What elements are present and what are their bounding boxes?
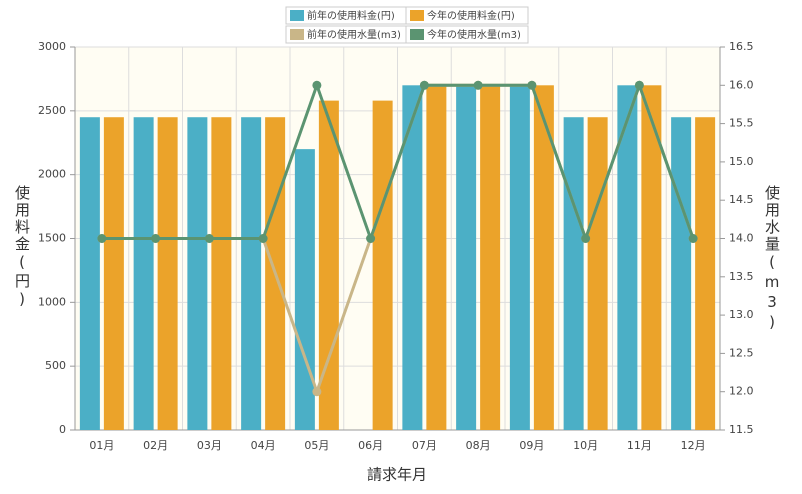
bar <box>587 117 608 430</box>
legend-swatch <box>290 10 304 21</box>
point <box>527 80 537 90</box>
x-tick-label: 01月 <box>89 439 114 452</box>
y2-tick-label: 14.0 <box>729 232 754 245</box>
bar <box>103 117 124 430</box>
legend-box <box>405 6 529 25</box>
y-tick-label: 1500 <box>38 232 66 245</box>
bar <box>617 85 638 431</box>
bar <box>671 117 692 430</box>
y2-tick-label: 14.5 <box>729 193 754 206</box>
point <box>419 80 429 90</box>
y2-tick-label: 12.0 <box>729 385 754 398</box>
bar <box>402 85 423 431</box>
bar <box>641 85 662 431</box>
legend-label: 前年の使用水量(m3) <box>307 28 401 41</box>
bar <box>509 85 530 431</box>
point <box>634 80 644 90</box>
x-tick-label: 04月 <box>251 439 276 452</box>
y-tick-label: 3000 <box>38 40 66 53</box>
y2-tick-label: 16.0 <box>729 78 754 91</box>
y-tick-label: 500 <box>45 359 66 372</box>
x-tick-label: 03月 <box>197 439 222 452</box>
x-tick-label: 12月 <box>681 439 706 452</box>
bar <box>695 117 716 430</box>
legend-swatch <box>410 10 424 21</box>
y2-tick-label: 11.5 <box>729 423 754 436</box>
x-tick-label: 11月 <box>627 439 652 452</box>
y2-tick-label: 12.5 <box>729 346 754 359</box>
bar <box>157 117 178 430</box>
bar <box>426 85 447 431</box>
y-tick-label: 1000 <box>38 295 66 308</box>
bar <box>79 117 100 430</box>
y2-tick-label: 13.5 <box>729 270 754 283</box>
x-tick-label: 02月 <box>143 439 168 452</box>
bar <box>372 100 393 431</box>
point <box>473 80 483 90</box>
point <box>204 234 214 243</box>
bar <box>563 117 584 430</box>
x-tick-label: 07月 <box>412 439 437 452</box>
line <box>101 80 695 244</box>
legend-swatch <box>290 29 304 40</box>
y2-axis-title: 使用水量(m3) <box>763 185 781 333</box>
y-tick-label: 2000 <box>38 168 66 181</box>
legend-label: 今年の使用水量(m3) <box>427 28 521 41</box>
x-tick-label: 08月 <box>466 439 491 452</box>
x-axis-title: 請求年月 <box>367 466 427 484</box>
y-tick-label: 2500 <box>38 104 66 117</box>
bar <box>211 117 232 430</box>
bar <box>480 85 501 431</box>
point <box>366 234 376 243</box>
bar <box>187 117 208 430</box>
legend-box <box>405 25 529 44</box>
point <box>97 234 107 243</box>
y2-tick-label: 13.0 <box>729 308 754 321</box>
point <box>688 234 698 243</box>
point <box>151 234 161 243</box>
y2-tick-label: 16.5 <box>729 40 754 53</box>
legend-swatch <box>410 29 424 40</box>
x-tick-label: 05月 <box>304 439 329 452</box>
point <box>258 234 268 243</box>
point <box>312 80 322 90</box>
bar <box>241 117 262 430</box>
legend-label: 前年の使用料金(円) <box>307 9 395 22</box>
point <box>581 234 591 243</box>
bar <box>533 85 554 431</box>
y2-tick-label: 15.0 <box>729 155 754 168</box>
x-tick-label: 09月 <box>519 439 544 452</box>
x-tick-label: 06月 <box>358 439 383 452</box>
y-axis-title: 使用料金(円) <box>13 185 31 310</box>
y-tick-label: 0 <box>59 423 66 436</box>
x-tick-label: 10月 <box>573 439 598 452</box>
y2-tick-label: 15.5 <box>729 117 754 130</box>
bar <box>294 149 315 430</box>
bar <box>456 85 477 431</box>
legend-label: 今年の使用料金(円) <box>427 9 515 22</box>
bar <box>133 117 154 430</box>
point <box>312 387 322 397</box>
